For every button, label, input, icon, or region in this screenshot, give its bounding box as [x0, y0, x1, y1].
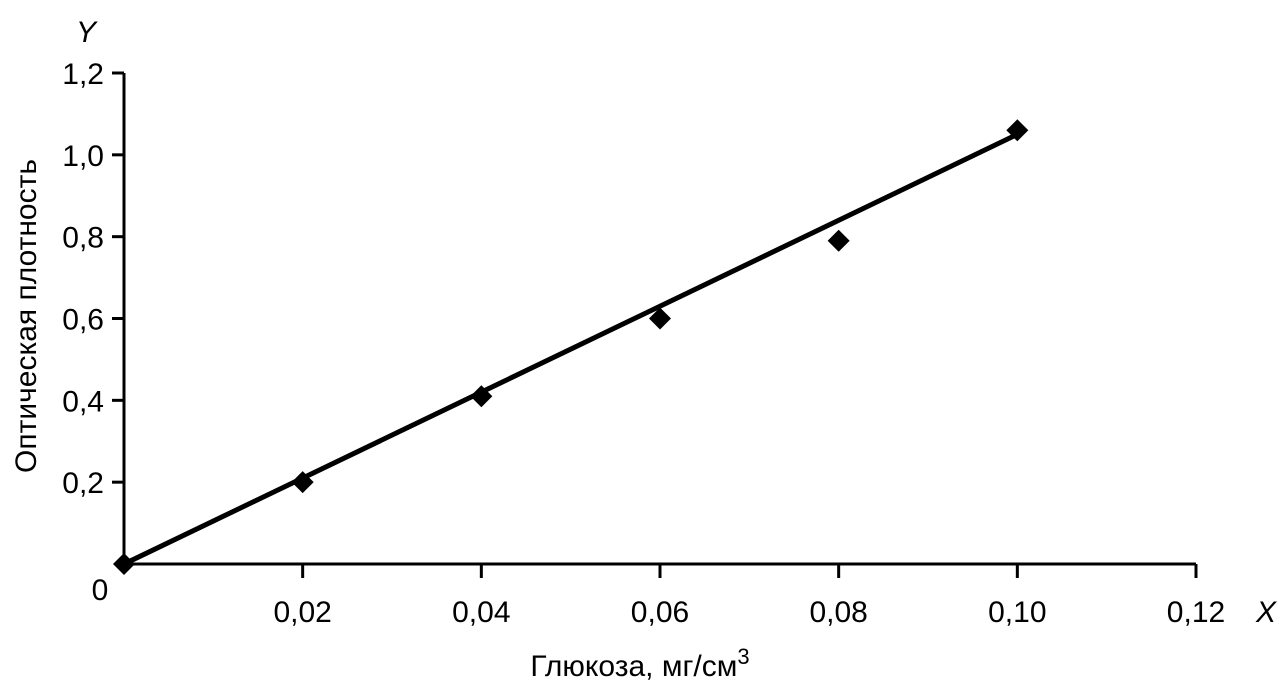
data-point: [470, 385, 493, 408]
x-tick-label: 0,06: [631, 596, 689, 629]
y-tick-label: 1,2: [62, 58, 104, 91]
x-ticks: 0,02 0,04 0,06 0,08 0,10 0,12: [273, 564, 1225, 629]
x-axis-title-text: Глюкоза, мг/см: [530, 650, 737, 683]
y-tick-label: 0,6: [62, 304, 104, 337]
data-points: [113, 119, 1029, 575]
y-tick-label: 0,4: [62, 385, 104, 418]
x-axis-title-superscript: 3: [737, 644, 749, 669]
y-axis-letter: Y: [76, 16, 98, 49]
data-point: [113, 553, 135, 575]
x-tick-label: 0,12: [1167, 596, 1225, 629]
trendline: [121, 131, 1020, 567]
x-axis-title: Глюкоза, мг/см3: [530, 644, 749, 683]
x-axis-letter: X: [1255, 596, 1277, 629]
y-tick-label: 0,2: [62, 467, 104, 500]
x-tick-label: 0,04: [452, 596, 510, 629]
trendline-group: [121, 131, 1020, 567]
data-point: [649, 307, 671, 330]
y-tick-label: 0,8: [62, 222, 104, 255]
x-tick-label: 0,10: [988, 596, 1046, 629]
x-tick-label: 0,02: [273, 596, 331, 629]
data-point: [291, 471, 314, 494]
y-ticks: 0,2 0,4 0,6 0,8 1,0 1,2: [62, 58, 124, 500]
origin-label: 0: [92, 574, 109, 607]
data-point: [1006, 119, 1029, 142]
y-tick-label: 1,0: [62, 140, 104, 173]
x-tick-label: 0,08: [809, 596, 867, 629]
data-point: [827, 229, 850, 252]
y-axis-title: Оптическая плотность: [10, 159, 43, 473]
